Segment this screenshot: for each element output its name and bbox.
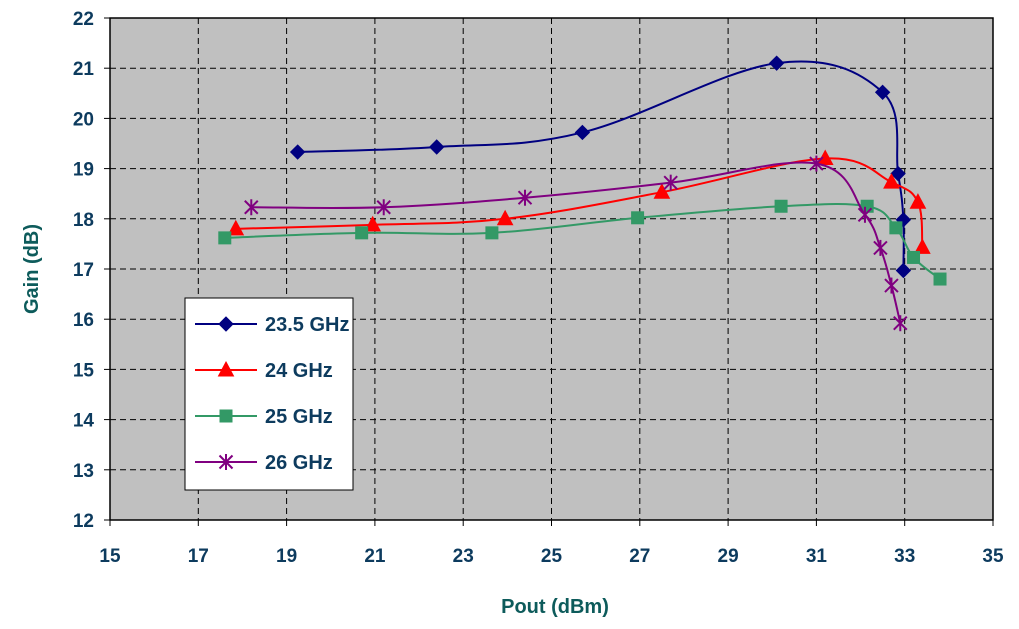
data-point bbox=[893, 315, 908, 332]
legend-label: 24 GHz bbox=[265, 360, 333, 382]
data-point bbox=[485, 226, 499, 240]
series-24-ghz bbox=[227, 149, 931, 254]
y-tick-label: 21 bbox=[73, 59, 95, 80]
x-tick-label: 35 bbox=[982, 546, 1004, 567]
data-point bbox=[517, 189, 533, 206]
series-line bbox=[251, 161, 902, 324]
data-point bbox=[376, 199, 391, 216]
data-point bbox=[663, 174, 678, 191]
legend-item: 25 GHz bbox=[195, 406, 333, 428]
y-tick-label: 17 bbox=[73, 260, 94, 281]
y-tick-label: 19 bbox=[73, 160, 94, 181]
series-23-5-ghz bbox=[289, 55, 912, 279]
data-point bbox=[857, 206, 873, 223]
data-point bbox=[890, 165, 906, 182]
data-point bbox=[429, 139, 445, 155]
data-point bbox=[244, 199, 259, 216]
y-tick-label: 20 bbox=[73, 109, 94, 130]
legend-marker bbox=[217, 360, 235, 377]
data-point bbox=[883, 173, 900, 189]
data-point bbox=[874, 84, 891, 101]
data-point bbox=[355, 226, 369, 240]
legend: 23.5 GHz 24 GHz 25 GHz 26 GHz bbox=[184, 297, 354, 491]
y-tick-label: 14 bbox=[73, 411, 95, 432]
data-point bbox=[873, 239, 888, 256]
data-point bbox=[631, 211, 645, 225]
x-tick-label: 17 bbox=[188, 546, 209, 567]
y-axis-title: Gain (dB) bbox=[21, 224, 43, 314]
data-point bbox=[768, 55, 785, 71]
data-point bbox=[884, 277, 899, 294]
legend-item: 23.5 GHz bbox=[195, 314, 349, 336]
data-point bbox=[889, 221, 903, 235]
x-tick-label: 33 bbox=[894, 546, 915, 567]
legend-marker bbox=[219, 409, 233, 423]
legend-label: 23.5 GHz bbox=[265, 314, 349, 336]
x-tick-label: 27 bbox=[629, 546, 650, 567]
x-tick-label: 21 bbox=[364, 546, 386, 567]
data-point bbox=[218, 231, 232, 245]
tick-labels: 15 17 19 21 23 25 27 29 31 33 35 12 13 14 15 16 17 18 19 20… bbox=[73, 9, 1004, 567]
x-tick-label: 31 bbox=[806, 546, 828, 567]
series-group bbox=[218, 55, 947, 332]
x-tick-label: 23 bbox=[453, 546, 474, 567]
legend-label: 25 GHz bbox=[265, 406, 333, 428]
data-point bbox=[909, 193, 927, 209]
data-point bbox=[653, 183, 671, 199]
x-tick-label: 15 bbox=[99, 546, 121, 567]
data-point bbox=[914, 238, 931, 254]
legend-box bbox=[184, 297, 354, 491]
x-axis-title: Pout (dBm) bbox=[501, 596, 609, 618]
legend-marker bbox=[218, 454, 234, 470]
x-tick-label: 29 bbox=[718, 546, 739, 567]
y-tick-label: 13 bbox=[73, 461, 94, 482]
series-line bbox=[224, 202, 941, 280]
legend-item: 26 GHz bbox=[195, 452, 333, 474]
legend-marker bbox=[218, 316, 234, 332]
data-point bbox=[774, 199, 788, 213]
legend-label: 26 GHz bbox=[265, 452, 333, 474]
series-25-ghz bbox=[218, 199, 947, 286]
data-point bbox=[907, 250, 921, 264]
y-tick-label: 22 bbox=[73, 9, 94, 30]
data-point bbox=[364, 215, 382, 232]
y-tick-label: 12 bbox=[73, 511, 94, 532]
data-point bbox=[809, 155, 824, 172]
y-tick-label: 18 bbox=[73, 210, 94, 231]
data-point bbox=[933, 272, 947, 286]
data-point bbox=[496, 209, 514, 226]
data-point bbox=[227, 219, 245, 236]
data-point bbox=[895, 262, 912, 279]
y-tick-label: 16 bbox=[73, 310, 94, 331]
data-point bbox=[574, 124, 591, 141]
data-point bbox=[289, 144, 306, 160]
series-26-ghz bbox=[244, 155, 908, 332]
legend-item: 24 GHz bbox=[195, 360, 333, 382]
x-tick-label: 25 bbox=[541, 546, 563, 567]
y-tick-label: 15 bbox=[73, 360, 95, 381]
x-tick-label: 19 bbox=[276, 546, 297, 567]
grid-lines bbox=[104, 17, 994, 526]
